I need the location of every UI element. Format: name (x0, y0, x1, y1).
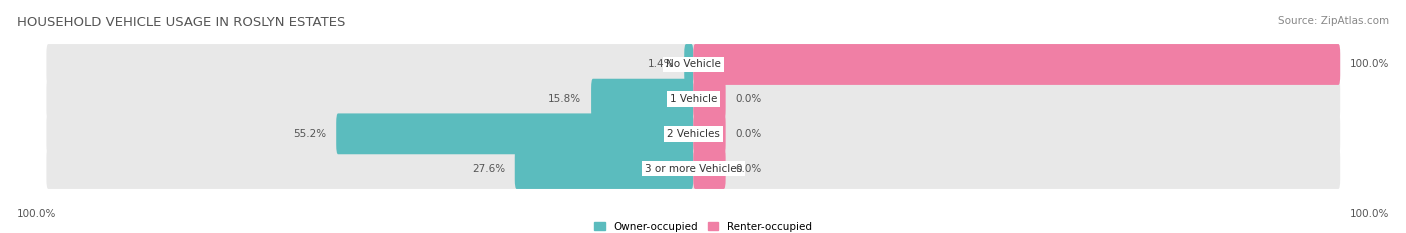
FancyBboxPatch shape (46, 113, 1340, 154)
Text: 100.0%: 100.0% (1350, 209, 1389, 219)
Text: 0.0%: 0.0% (735, 129, 762, 139)
FancyBboxPatch shape (46, 148, 1340, 189)
Legend: Owner-occupied, Renter-occupied: Owner-occupied, Renter-occupied (591, 217, 815, 233)
Text: HOUSEHOLD VEHICLE USAGE IN ROSLYN ESTATES: HOUSEHOLD VEHICLE USAGE IN ROSLYN ESTATE… (17, 16, 346, 29)
Text: Source: ZipAtlas.com: Source: ZipAtlas.com (1278, 16, 1389, 26)
Text: 0.0%: 0.0% (735, 164, 762, 174)
Text: 3 or more Vehicles: 3 or more Vehicles (645, 164, 742, 174)
Text: 2 Vehicles: 2 Vehicles (666, 129, 720, 139)
FancyBboxPatch shape (693, 148, 725, 189)
FancyBboxPatch shape (591, 79, 693, 120)
Text: 27.6%: 27.6% (472, 164, 505, 174)
FancyBboxPatch shape (685, 44, 693, 85)
Text: 15.8%: 15.8% (548, 94, 582, 104)
Text: No Vehicle: No Vehicle (666, 59, 721, 69)
FancyBboxPatch shape (46, 44, 1340, 85)
Text: 100.0%: 100.0% (1350, 59, 1389, 69)
FancyBboxPatch shape (693, 44, 1340, 85)
FancyBboxPatch shape (46, 79, 1340, 120)
Text: 100.0%: 100.0% (17, 209, 56, 219)
Text: 0.0%: 0.0% (735, 94, 762, 104)
Text: 55.2%: 55.2% (294, 129, 326, 139)
Text: 1.4%: 1.4% (648, 59, 675, 69)
FancyBboxPatch shape (693, 79, 725, 120)
Text: 1 Vehicle: 1 Vehicle (669, 94, 717, 104)
FancyBboxPatch shape (515, 148, 693, 189)
FancyBboxPatch shape (336, 113, 693, 154)
FancyBboxPatch shape (693, 113, 725, 154)
